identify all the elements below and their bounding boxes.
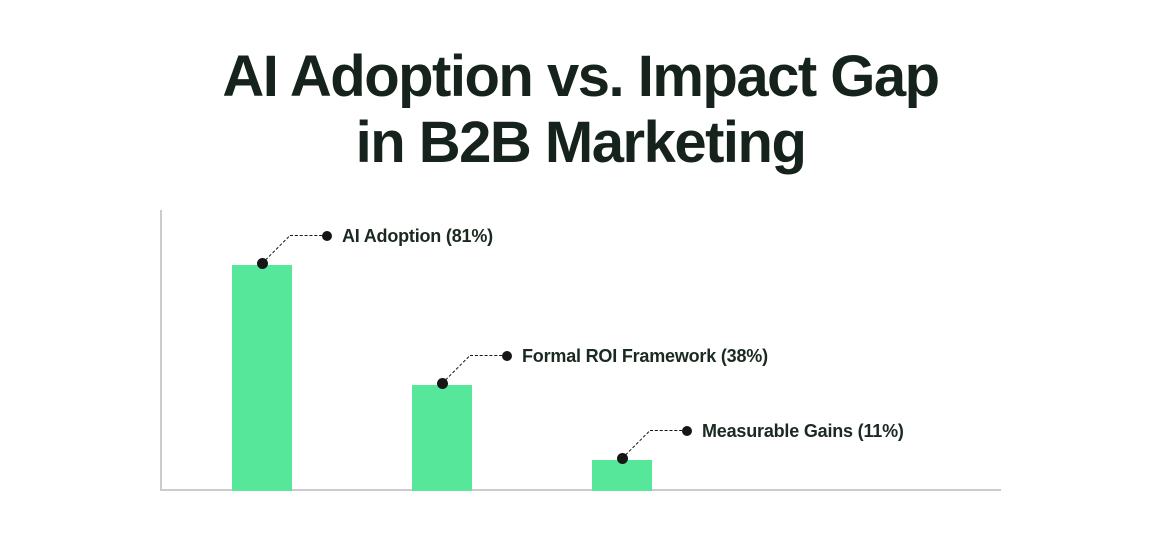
callout-connector-diagonal (261, 236, 290, 264)
callout-connector-horizontal (650, 430, 687, 431)
chart-title: AI Adoption vs. Impact Gap in B2B Market… (0, 44, 1161, 176)
callout-connector-diagonal (621, 431, 650, 459)
callout-bullet-dot (502, 351, 512, 361)
bar-top-marker-dot (616, 452, 628, 464)
bar (412, 385, 472, 491)
bar-top-marker-dot (256, 257, 268, 269)
bar (592, 460, 652, 491)
callout-bullet-dot (682, 426, 692, 436)
bar-top-marker-dot (436, 377, 448, 389)
bar (232, 265, 292, 491)
callout-connector-diagonal (441, 356, 470, 384)
callout-connector-horizontal (470, 355, 507, 356)
callout-bullet-dot (322, 231, 332, 241)
plot-area: AI Adoption (81%) Formal ROI Framework (3… (160, 210, 1001, 491)
callout-connector-horizontal (290, 235, 327, 236)
chart-title-line-1: AI Adoption vs. Impact Gap (222, 44, 940, 109)
chart-title-line-2: in B2B Marketing (355, 110, 807, 175)
callout-label: Measurable Gains (11%) (702, 420, 904, 441)
callout-label: AI Adoption (81%) (342, 225, 493, 246)
callout-label: Formal ROI Framework (38%) (522, 345, 768, 366)
